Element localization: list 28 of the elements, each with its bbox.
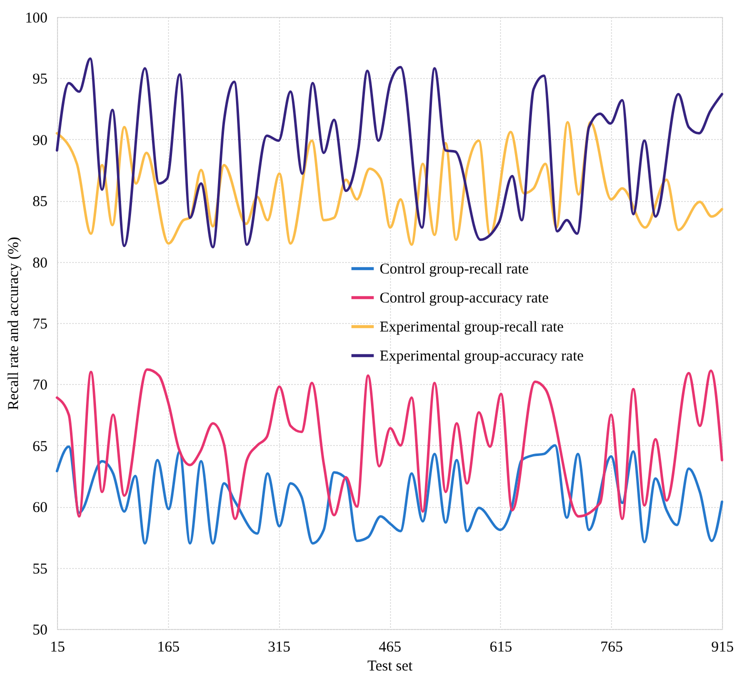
y-tick-label: 85 — [32, 194, 48, 210]
line-series — [56, 121, 724, 246]
y-tick-label: 65 — [32, 438, 48, 455]
x-tick-label: 615 — [490, 640, 512, 656]
x-tick-label: 915 — [711, 640, 734, 656]
y-tick-label: 75 — [32, 316, 48, 332]
x-tick-label: 765 — [600, 640, 623, 656]
legend-label: Control group-recall rate — [380, 262, 530, 278]
line-series — [56, 444, 724, 545]
y-tick-label: 80 — [32, 255, 48, 272]
legend-label: Experimental group-accuracy rate — [380, 348, 584, 365]
y-tick-label: 50 — [32, 622, 48, 638]
x-axis-title: Test set — [367, 658, 414, 674]
x-tick-label: 465 — [378, 640, 402, 656]
y-axis-title: Recall rate and accuracy (%) — [6, 236, 22, 410]
line-series — [56, 57, 724, 248]
y-tick-label: 60 — [32, 500, 48, 516]
y-tick-label: 90 — [32, 132, 48, 149]
x-tick-label: 15 — [50, 640, 65, 656]
legend-label: Control group-accuracy rate — [380, 290, 550, 307]
x-tick-label: 165 — [157, 640, 180, 656]
y-tick-label: 55 — [32, 561, 48, 578]
line-series — [56, 368, 724, 520]
x-tick-label: 315 — [268, 640, 290, 656]
y-tick-label: 95 — [32, 72, 48, 88]
legend-label: Experimental group-recall rate — [380, 320, 564, 336]
y-tick-label: 100 — [25, 10, 48, 26]
y-tick-label: 70 — [32, 378, 48, 394]
